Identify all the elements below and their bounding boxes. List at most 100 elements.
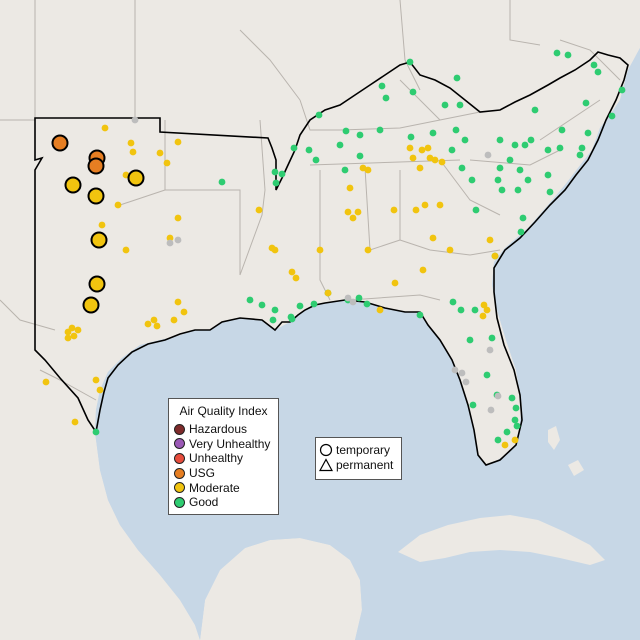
- sensor-marker[interactable]: [421, 201, 429, 209]
- sensor-marker[interactable]: [496, 136, 504, 144]
- sensor-marker[interactable]: [409, 154, 417, 162]
- sensor-marker[interactable]: [466, 336, 474, 344]
- sensor-marker[interactable]: [349, 214, 357, 222]
- sensor-marker[interactable]: [316, 246, 324, 254]
- sensor-marker[interactable]: [508, 394, 516, 402]
- sensor-marker[interactable]: [406, 144, 414, 152]
- sensor-marker[interactable]: [458, 369, 466, 377]
- sensor-marker[interactable]: [310, 300, 318, 308]
- sensor-marker[interactable]: [514, 186, 522, 194]
- sensor-marker[interactable]: [336, 141, 344, 149]
- sensor-marker[interactable]: [376, 126, 384, 134]
- sensor-marker[interactable]: [382, 94, 390, 102]
- sensor-marker[interactable]: [578, 144, 586, 152]
- sensor-marker[interactable]: [150, 316, 158, 324]
- sensor-marker[interactable]: [618, 86, 626, 94]
- sensor-marker[interactable]: [166, 239, 174, 247]
- sensor-marker[interactable]: [153, 322, 161, 330]
- sensor-marker[interactable]: [511, 141, 519, 149]
- sensor-marker[interactable]: [468, 176, 476, 184]
- sensor-marker[interactable]: [524, 176, 532, 184]
- sensor-marker[interactable]: [511, 436, 519, 444]
- sensor-marker[interactable]: [74, 326, 82, 334]
- sensor-marker[interactable]: [516, 166, 524, 174]
- sensor-marker[interactable]: [513, 422, 521, 430]
- sensor-marker[interactable]: [363, 300, 371, 308]
- sensor-marker[interactable]: [174, 138, 182, 146]
- sensor-marker[interactable]: [127, 139, 135, 147]
- sensor-marker[interactable]: [271, 306, 279, 314]
- sensor-marker-temporary[interactable]: [87, 187, 105, 205]
- sensor-marker[interactable]: [346, 184, 354, 192]
- sensor-marker[interactable]: [166, 234, 174, 242]
- sensor-marker[interactable]: [496, 164, 504, 172]
- sensor-marker[interactable]: [278, 170, 286, 178]
- sensor-marker[interactable]: [479, 312, 487, 320]
- sensor-marker[interactable]: [519, 214, 527, 222]
- sensor-marker[interactable]: [494, 392, 502, 400]
- sensor-marker[interactable]: [446, 246, 454, 254]
- sensor-marker[interactable]: [448, 146, 456, 154]
- sensor-marker-temporary[interactable]: [51, 134, 69, 152]
- sensor-marker-temporary[interactable]: [90, 231, 108, 249]
- sensor-marker-temporary[interactable]: [87, 157, 105, 175]
- sensor-marker[interactable]: [364, 166, 372, 174]
- sensor-marker[interactable]: [258, 301, 266, 309]
- sensor-marker[interactable]: [342, 127, 350, 135]
- sensor-marker[interactable]: [174, 298, 182, 306]
- sensor-marker[interactable]: [483, 306, 491, 314]
- sensor-marker[interactable]: [290, 144, 298, 152]
- sensor-marker[interactable]: [544, 146, 552, 154]
- sensor-marker[interactable]: [378, 82, 386, 90]
- sensor-marker[interactable]: [288, 315, 296, 323]
- sensor-marker[interactable]: [64, 328, 72, 336]
- sensor-marker[interactable]: [531, 106, 539, 114]
- sensor-marker[interactable]: [42, 378, 50, 386]
- sensor-marker[interactable]: [501, 441, 509, 449]
- sensor-marker[interactable]: [344, 294, 352, 302]
- sensor-marker[interactable]: [462, 378, 470, 386]
- sensor-marker[interactable]: [471, 306, 479, 314]
- sensor-marker[interactable]: [174, 236, 182, 244]
- sensor-marker[interactable]: [576, 151, 584, 159]
- sensor-marker[interactable]: [424, 144, 432, 152]
- sensor-marker[interactable]: [390, 206, 398, 214]
- sensor-marker[interactable]: [92, 376, 100, 384]
- sensor-marker[interactable]: [521, 141, 529, 149]
- sensor-marker[interactable]: [558, 126, 566, 134]
- sensor-marker[interactable]: [527, 136, 535, 144]
- sensor-marker[interactable]: [452, 126, 460, 134]
- sensor-marker[interactable]: [449, 298, 457, 306]
- sensor-marker[interactable]: [429, 234, 437, 242]
- sensor-marker[interactable]: [180, 308, 188, 316]
- sensor-marker[interactable]: [364, 246, 372, 254]
- sensor-marker[interactable]: [487, 406, 495, 414]
- sensor-marker[interactable]: [92, 428, 100, 436]
- sensor-marker[interactable]: [349, 298, 357, 306]
- sensor-marker[interactable]: [71, 418, 79, 426]
- sensor-marker[interactable]: [288, 268, 296, 276]
- sensor-marker[interactable]: [441, 101, 449, 109]
- sensor-marker[interactable]: [163, 159, 171, 167]
- sensor-marker[interactable]: [344, 208, 352, 216]
- sensor-marker[interactable]: [486, 346, 494, 354]
- sensor-marker[interactable]: [144, 320, 152, 328]
- sensor-marker[interactable]: [356, 131, 364, 139]
- sensor-marker[interactable]: [484, 151, 492, 159]
- sensor-marker-temporary[interactable]: [82, 296, 100, 314]
- sensor-marker-temporary[interactable]: [127, 169, 145, 187]
- sensor-marker[interactable]: [354, 208, 362, 216]
- sensor-marker[interactable]: [419, 266, 427, 274]
- sensor-marker[interactable]: [503, 428, 511, 436]
- sensor-marker[interactable]: [129, 148, 137, 156]
- sensor-marker[interactable]: [456, 101, 464, 109]
- sensor-marker[interactable]: [114, 201, 122, 209]
- sensor-marker[interactable]: [356, 152, 364, 160]
- sensor-marker[interactable]: [451, 366, 459, 374]
- sensor-marker[interactable]: [494, 436, 502, 444]
- sensor-marker[interactable]: [458, 164, 466, 172]
- sensor-marker[interactable]: [426, 154, 434, 162]
- sensor-marker-temporary[interactable]: [88, 275, 106, 293]
- sensor-marker[interactable]: [486, 236, 494, 244]
